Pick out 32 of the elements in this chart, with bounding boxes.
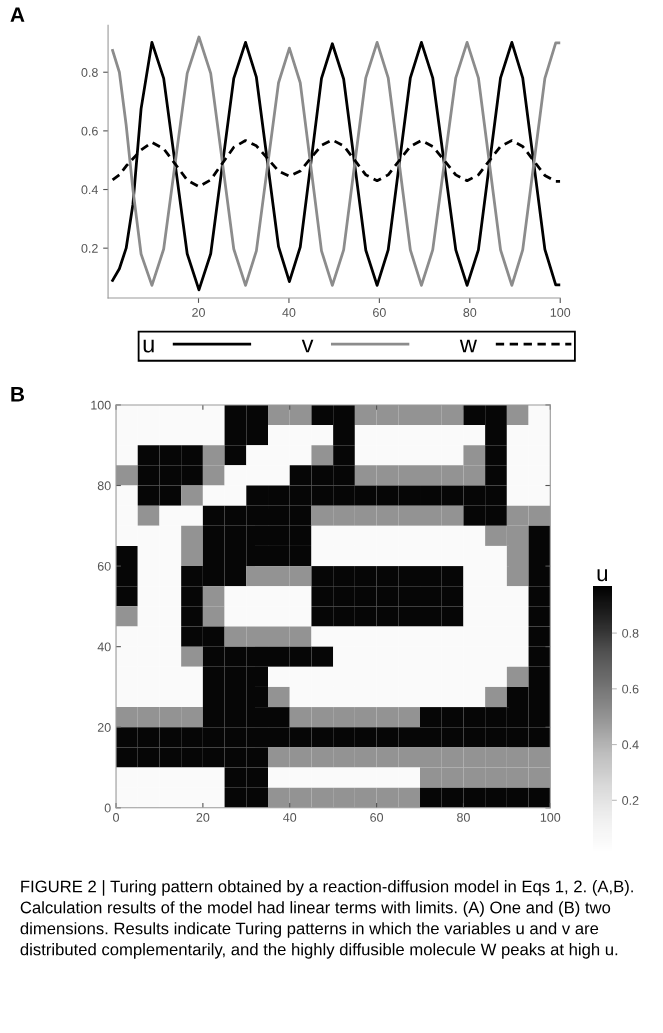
y-tick-label: 0.6 [81,126,98,136]
y-tick-label: 80 [97,481,111,491]
color-bar-title: u [597,569,608,582]
x-tick-label: 20 [192,308,205,317]
y-tick-label: 0.4 [81,185,98,195]
color-bar-label: 0.6 [622,684,639,694]
y-tick-label: 0.2 [81,243,98,253]
color-bar-label: 0.2 [622,796,639,805]
x-tick-label: 0 [113,813,120,822]
caption: FIGURE 2 | Turing pattern obtained by a reaction-diffusion model in Eqs 1, 2. (A,B). Calculation results of the model had linear terms with limits. (A) One and (B) two dimensions. Results indicate Turing patterns in which the variables u and v are distributed complementarily, and the highly diffusible molecule W peaks at high u. [20,880,633,959]
color-bar-label: 0.8 [622,628,639,638]
x-tick-label: 60 [373,308,386,317]
x-tick-label: 100 [550,308,571,317]
x-tick-label: 80 [463,308,477,317]
y-tick-label: 60 [97,561,111,571]
color-bar-label: 0.4 [622,740,639,750]
legend-label: v [301,339,314,353]
x-tick-label: 20 [196,813,210,822]
x-tick-label: 40 [283,813,297,822]
legend-label: w [459,339,477,353]
legend-label: u [143,339,154,353]
x-tick-label: 40 [282,308,296,317]
y-tick-label: 100 [91,400,111,410]
y-tick-label: 40 [97,642,111,652]
chart-title: B [11,387,25,402]
x-tick-label: 60 [370,813,384,822]
x-tick-label: 100 [540,813,561,822]
x-tick-label: 80 [457,813,470,822]
y-tick-label: 0 [104,803,111,813]
y-tick-label: 20 [97,723,111,732]
y-tick-label: 0.8 [81,68,98,77]
chart-title: A [10,7,25,22]
